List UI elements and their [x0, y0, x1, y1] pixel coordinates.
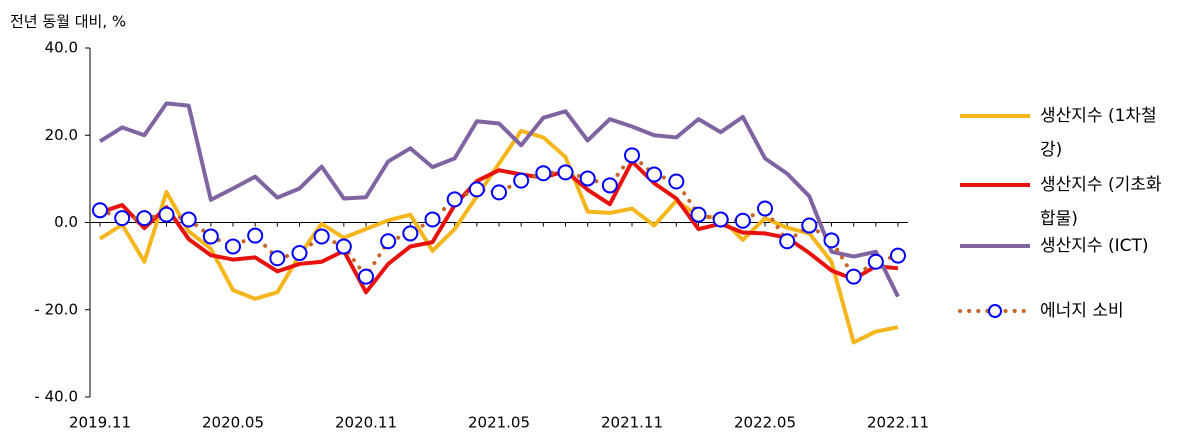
data-point — [491, 184, 507, 201]
data-point — [690, 206, 707, 223]
x-tick-label: 2022.05 — [734, 414, 796, 432]
data-point — [468, 181, 485, 198]
data-point — [579, 170, 596, 187]
data-point — [624, 147, 640, 164]
legend-label: 생산지수 (기초화합물) — [1040, 175, 1162, 229]
data-point — [424, 211, 441, 228]
data-point — [225, 238, 241, 255]
legend-label: 생산지수 (1차철강) — [1040, 106, 1157, 160]
data-point — [557, 164, 574, 181]
x-tick-label: 2021.11 — [601, 414, 663, 432]
data-point — [757, 200, 773, 217]
data-point — [92, 202, 108, 219]
x-tick-label: 2019.11 — [69, 414, 131, 432]
data-point — [247, 227, 264, 244]
legend-label: 에너지 소비 — [1040, 301, 1124, 321]
x-tick-label: 2020.11 — [335, 414, 397, 432]
data-point — [269, 250, 286, 267]
data-point — [668, 173, 685, 190]
data-point — [601, 177, 618, 194]
x-tick-label: 2022.11 — [867, 414, 929, 432]
y-tick-label: 40.0 — [45, 39, 78, 57]
legend-marker — [988, 304, 1002, 318]
data-point — [535, 165, 552, 182]
data-point — [801, 217, 818, 234]
data-point — [867, 253, 884, 270]
data-point — [734, 212, 751, 229]
series-line — [99, 159, 899, 295]
data-point — [180, 211, 197, 228]
y-tick-label: 0.0 — [54, 213, 78, 231]
data-point — [335, 238, 352, 255]
data-point — [158, 206, 175, 223]
data-point — [513, 172, 530, 189]
data-point — [358, 268, 374, 285]
series-line — [98, 101, 900, 298]
data-point — [136, 210, 153, 227]
y-axis-label: 전년 동월 대비, % — [10, 13, 126, 31]
data-point — [380, 233, 397, 250]
legend-label: 생산지수 (ICT) — [1040, 236, 1149, 256]
data-point — [114, 210, 131, 227]
data-point — [845, 268, 862, 285]
data-point — [402, 225, 419, 242]
data-point — [313, 228, 330, 245]
data-point — [712, 211, 729, 228]
y-tick-label: - 20.0 — [34, 300, 78, 318]
y-tick-label: - 40.0 — [34, 388, 78, 406]
x-tick-label: 2021.05 — [468, 414, 530, 432]
y-tick-label: 20.0 — [45, 126, 78, 144]
data-point — [890, 247, 906, 264]
data-point — [446, 191, 463, 208]
data-point — [202, 228, 219, 245]
data-point — [823, 232, 840, 249]
series-line — [98, 128, 899, 345]
data-point — [779, 233, 796, 250]
data-point — [646, 166, 663, 183]
x-tick-label: 2020.05 — [202, 414, 264, 432]
data-point — [291, 245, 308, 262]
